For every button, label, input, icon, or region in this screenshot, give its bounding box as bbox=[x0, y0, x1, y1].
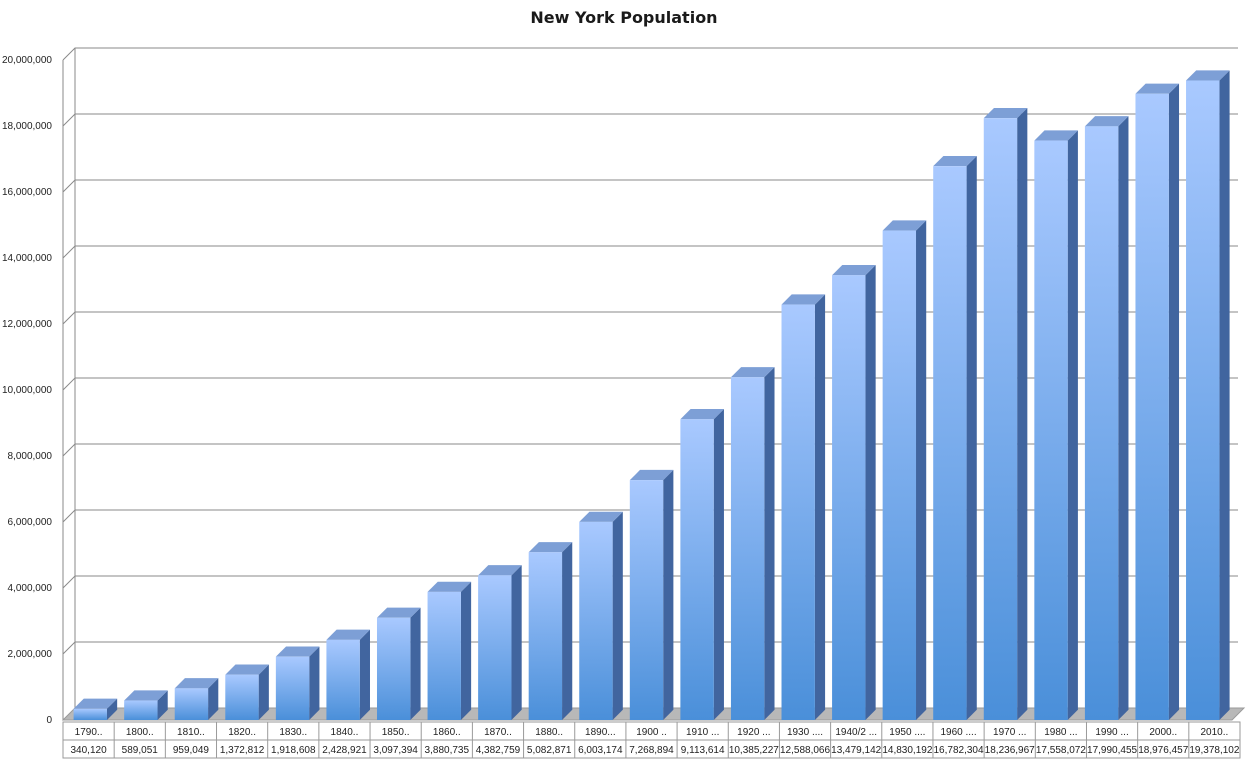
x-tick-label: 1830.. bbox=[279, 727, 307, 738]
y-tick-label: 0 bbox=[46, 715, 52, 726]
bar bbox=[73, 698, 118, 720]
bar bbox=[427, 581, 472, 720]
data-label: 7,268,894 bbox=[629, 745, 674, 756]
y-tick-label: 2,000,000 bbox=[8, 649, 53, 660]
bar bbox=[781, 294, 826, 720]
y-tick-label: 16,000,000 bbox=[2, 187, 52, 198]
bar bbox=[174, 678, 219, 720]
bar bbox=[882, 220, 927, 720]
data-label: 5,082,871 bbox=[527, 745, 572, 756]
y-tick-label: 14,000,000 bbox=[2, 253, 52, 264]
data-label: 2,428,921 bbox=[322, 745, 367, 756]
data-label: 9,113,614 bbox=[681, 745, 725, 756]
x-tick-label: 1970 ... bbox=[993, 727, 1026, 738]
x-tick-label: 1880.. bbox=[535, 727, 563, 738]
x-tick-label: 1910 ... bbox=[686, 727, 719, 738]
bar bbox=[376, 607, 421, 720]
y-axis-line bbox=[62, 48, 76, 720]
bar bbox=[730, 367, 775, 720]
y-tick-label: 8,000,000 bbox=[8, 451, 53, 462]
x-tick-label: 1960 .... bbox=[940, 727, 976, 738]
gridline bbox=[62, 47, 1238, 61]
data-label: 10,385,227 bbox=[729, 745, 779, 756]
data-label: 3,097,394 bbox=[373, 745, 418, 756]
y-tick-label: 20,000,000 bbox=[2, 55, 52, 66]
data-label: 14,830,192 bbox=[882, 745, 932, 756]
data-label: 6,003,174 bbox=[578, 745, 623, 756]
x-tick-label: 1850.. bbox=[382, 727, 410, 738]
bar bbox=[124, 690, 168, 720]
bar bbox=[326, 629, 370, 720]
bar bbox=[1034, 130, 1078, 721]
bar bbox=[579, 511, 623, 720]
data-label: 18,976,457 bbox=[1138, 745, 1188, 756]
bar bbox=[225, 664, 269, 720]
data-label: 16,782,304 bbox=[934, 745, 984, 756]
data-label: 340,120 bbox=[71, 745, 108, 756]
data-label: 19,378,102 bbox=[1189, 745, 1239, 756]
bar bbox=[680, 409, 724, 720]
chart-title: New York Population bbox=[530, 8, 718, 27]
x-tick-label: 1870.. bbox=[484, 727, 512, 738]
x-tick-label: 2000.. bbox=[1149, 727, 1177, 738]
bar bbox=[275, 646, 320, 720]
x-tick-label: 1800.. bbox=[126, 727, 154, 738]
data-label: 959,049 bbox=[173, 745, 210, 756]
gridline bbox=[62, 113, 1238, 127]
x-tick-label: 1810.. bbox=[177, 727, 205, 738]
bar bbox=[1084, 116, 1129, 720]
x-tick-label: 1950 .... bbox=[889, 727, 925, 738]
x-tick-label: 2010.. bbox=[1201, 727, 1229, 738]
bar bbox=[1135, 83, 1180, 721]
bar bbox=[629, 469, 674, 720]
data-label: 12,588,066 bbox=[780, 745, 830, 756]
data-label: 13,479,142 bbox=[831, 745, 881, 756]
y-tick-label: 4,000,000 bbox=[8, 583, 53, 594]
data-label: 17,558,072 bbox=[1036, 745, 1086, 756]
data-label: 589,051 bbox=[122, 745, 159, 756]
y-tick-label: 6,000,000 bbox=[8, 517, 53, 528]
x-tick-label: 1860.. bbox=[433, 727, 461, 738]
x-tick-label: 1990 ... bbox=[1095, 727, 1128, 738]
data-label: 1,918,608 bbox=[271, 745, 316, 756]
y-tick-label: 10,000,000 bbox=[2, 385, 52, 396]
bar bbox=[478, 565, 522, 720]
y-tick-label: 18,000,000 bbox=[2, 121, 52, 132]
data-label: 1,372,812 bbox=[220, 745, 265, 756]
x-tick-label: 1900 .. bbox=[636, 727, 667, 738]
x-tick-label: 1920 ... bbox=[737, 727, 770, 738]
bar bbox=[1186, 70, 1230, 720]
bar bbox=[983, 107, 1028, 720]
x-tick-label: 1790.. bbox=[75, 727, 103, 738]
x-tick-label: 1930 .... bbox=[787, 727, 823, 738]
x-tick-label: 1820.. bbox=[228, 727, 256, 738]
x-tick-label: 1890... bbox=[585, 727, 616, 738]
x-tick-label: 1840.. bbox=[331, 727, 359, 738]
data-label: 4,382,759 bbox=[476, 745, 521, 756]
data-label: 17,990,455 bbox=[1087, 745, 1137, 756]
x-tick-label: 1980 ... bbox=[1044, 727, 1077, 738]
y-tick-label: 12,000,000 bbox=[2, 319, 52, 330]
bar bbox=[528, 542, 573, 720]
data-label: 18,236,967 bbox=[985, 745, 1035, 756]
x-tick-label: 1940/2 ... bbox=[835, 727, 877, 738]
data-label: 3,880,735 bbox=[425, 745, 470, 756]
bar bbox=[933, 155, 977, 721]
bar bbox=[832, 264, 876, 720]
